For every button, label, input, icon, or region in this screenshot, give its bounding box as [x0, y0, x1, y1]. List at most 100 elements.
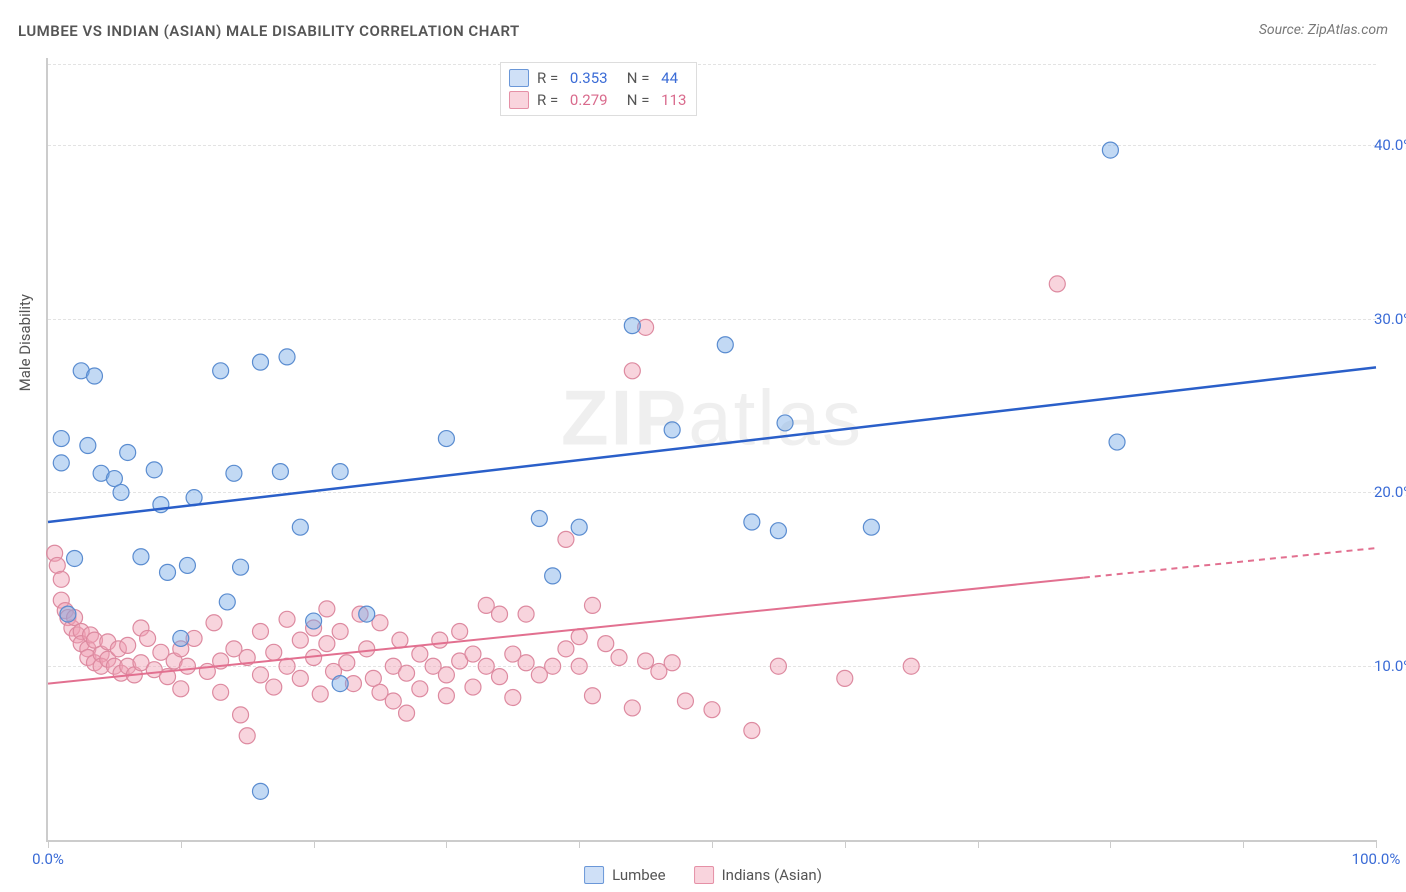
data-point: [531, 511, 547, 527]
data-point: [518, 606, 534, 622]
data-point: [704, 702, 720, 718]
data-point: [399, 705, 415, 721]
data-point: [492, 669, 508, 685]
x-tick-label: 100.0%: [1352, 850, 1401, 868]
data-point: [252, 354, 268, 370]
data-point: [272, 464, 288, 480]
data-point: [438, 688, 454, 704]
data-point: [903, 658, 919, 674]
data-point: [1102, 142, 1118, 158]
data-point: [53, 571, 69, 587]
data-point: [624, 363, 640, 379]
data-point: [598, 636, 614, 652]
swatch-pink-icon: [509, 91, 529, 109]
data-point: [292, 519, 308, 535]
legend-item-indians: Indians (Asian): [694, 866, 822, 884]
data-point: [505, 690, 521, 706]
data-point: [438, 431, 454, 447]
data-point: [146, 462, 162, 478]
data-point: [664, 422, 680, 438]
r-value-blue: 0.353: [570, 67, 608, 89]
data-point: [571, 519, 587, 535]
data-point: [252, 783, 268, 799]
x-tick: [48, 840, 49, 848]
data-point: [252, 623, 268, 639]
data-point: [120, 637, 136, 653]
x-tick-label: 0.0%: [32, 850, 64, 868]
data-point: [160, 564, 176, 580]
trend-line-pink: [48, 578, 1084, 684]
data-point: [584, 688, 600, 704]
data-point: [545, 658, 561, 674]
x-tick: [845, 840, 846, 848]
legend-label-lumbee: Lumbee: [612, 866, 666, 884]
data-point: [233, 559, 249, 575]
y-axis-label: Male Disability: [16, 294, 34, 391]
data-point: [279, 611, 295, 627]
data-point: [312, 686, 328, 702]
data-point: [80, 438, 96, 454]
swatch-blue-icon: [584, 866, 604, 884]
data-point: [359, 641, 375, 657]
data-point: [226, 465, 242, 481]
data-point: [770, 523, 786, 539]
n-label: N =: [616, 67, 654, 89]
x-tick: [712, 840, 713, 848]
chart-source: Source: ZipAtlas.com: [1259, 22, 1388, 38]
r-label: R =: [537, 89, 562, 111]
data-point: [452, 623, 468, 639]
x-tick: [1376, 840, 1377, 848]
swatch-pink-icon: [694, 866, 714, 884]
data-point: [60, 606, 76, 622]
data-point: [412, 646, 428, 662]
data-point: [332, 464, 348, 480]
data-point: [545, 568, 561, 584]
legend-label-indians: Indians (Asian): [722, 866, 822, 884]
data-point: [571, 629, 587, 645]
stats-row-pink: R = 0.279 N = 113: [509, 89, 686, 111]
data-point: [113, 484, 129, 500]
data-point: [213, 684, 229, 700]
scatter-plot: ZIPatlas 10.0%20.0%30.0%40.0% 0.0%100.0%…: [46, 58, 1376, 842]
data-point: [611, 650, 627, 666]
x-tick: [978, 840, 979, 848]
data-point: [86, 368, 102, 384]
data-point: [438, 667, 454, 683]
data-point: [292, 670, 308, 686]
data-point: [863, 519, 879, 535]
n-label: N =: [616, 89, 654, 111]
data-point: [744, 723, 760, 739]
x-tick: [314, 840, 315, 848]
data-point: [677, 693, 693, 709]
data-point: [53, 431, 69, 447]
data-point: [432, 632, 448, 648]
data-point: [179, 658, 195, 674]
trend-line-blue: [48, 367, 1376, 522]
data-point: [292, 632, 308, 648]
stats-row-blue: R = 0.353 N = 44: [509, 67, 686, 89]
data-point: [777, 415, 793, 431]
data-point: [67, 550, 83, 566]
x-tick: [446, 840, 447, 848]
data-point: [399, 665, 415, 681]
data-point: [252, 667, 268, 683]
data-point: [266, 644, 282, 660]
data-point: [1109, 434, 1125, 450]
data-point: [744, 514, 760, 530]
chart-title: LUMBEE VS INDIAN (ASIAN) MALE DISABILITY…: [18, 22, 520, 40]
data-point: [213, 363, 229, 379]
data-point: [385, 693, 401, 709]
x-tick: [181, 840, 182, 848]
x-tick: [1243, 840, 1244, 848]
y-tick-label: 30.0%: [1374, 310, 1406, 328]
data-point: [239, 728, 255, 744]
data-point: [339, 655, 355, 671]
data-point: [717, 337, 733, 353]
trend-line-pink-extrap: [1084, 548, 1376, 578]
series-legend: Lumbee Indians (Asian): [584, 866, 822, 884]
data-point: [179, 557, 195, 573]
data-point: [53, 455, 69, 471]
data-point: [638, 653, 654, 669]
y-tick-label: 40.0%: [1374, 136, 1406, 154]
plot-svg: [48, 58, 1376, 840]
